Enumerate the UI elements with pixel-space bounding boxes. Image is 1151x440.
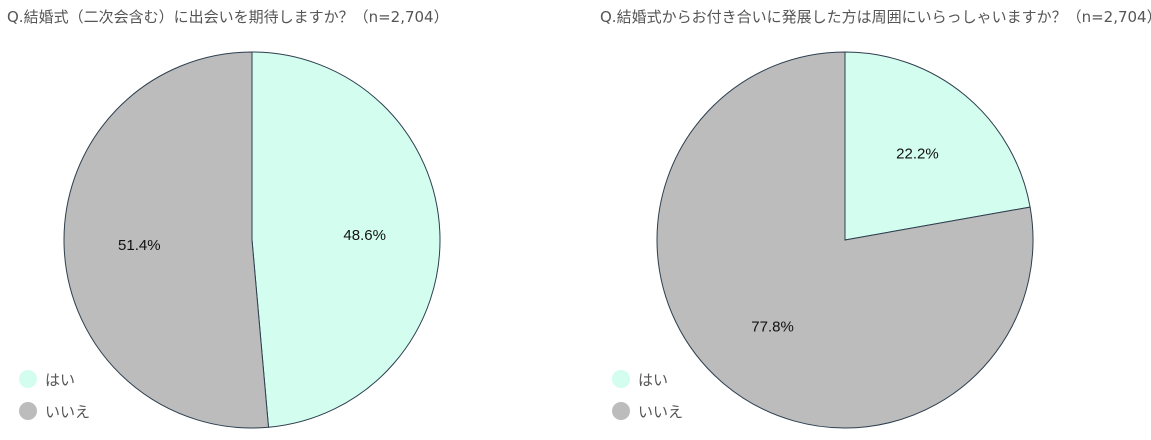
chart-panel-2: 22.2% 77.8% Q.結婚式からお付き合いに発展した方は周囲にいらっしゃいま…	[593, 0, 1151, 440]
legend-swatch-no	[19, 402, 37, 420]
chart-title-1: Q.結婚式（二次会含む）に出会いを期待しますか？（n=2,704）	[7, 8, 449, 26]
pie-chart-2: 22.2% 77.8%	[656, 51, 1034, 429]
legend-label-no: いいえ	[45, 402, 91, 421]
legend-item-yes[interactable]: はい	[612, 368, 683, 390]
legend-swatch-yes	[19, 370, 37, 388]
pie-chart-1: 48.6% 51.4%	[63, 51, 441, 429]
pie-label-no: 77.8%	[751, 318, 794, 335]
pie-label-yes: 22.2%	[896, 146, 939, 163]
pie-slice-yes[interactable]	[251, 51, 441, 428]
chart-title-2: Q.結婚式からお付き合いに発展した方は周囲にいらっしゃいますか？（n=2,704…	[600, 8, 1151, 26]
legend-label-no: いいえ	[638, 402, 684, 421]
pie-label-yes: 48.6%	[343, 227, 386, 244]
chart-panel-1: 48.6% 51.4% Q.結婚式（二次会含む）に出会いを期待しますか？（n=2,…	[0, 0, 560, 440]
pie-slice-no[interactable]	[656, 51, 1034, 429]
legend-1: はい いいえ	[19, 368, 90, 432]
legend-label-yes: はい	[638, 370, 669, 389]
legend-item-no[interactable]: いいえ	[612, 400, 683, 422]
legend-label-yes: はい	[45, 370, 76, 389]
legend-2: はい いいえ	[612, 368, 683, 432]
legend-item-yes[interactable]: はい	[19, 368, 90, 390]
legend-swatch-yes	[612, 370, 630, 388]
pie-slice-no[interactable]	[63, 51, 270, 429]
pie-slice-yes[interactable]	[844, 51, 1031, 241]
legend-item-no[interactable]: いいえ	[19, 400, 90, 422]
pie-label-no: 51.4%	[118, 237, 161, 254]
legend-swatch-no	[612, 402, 630, 420]
